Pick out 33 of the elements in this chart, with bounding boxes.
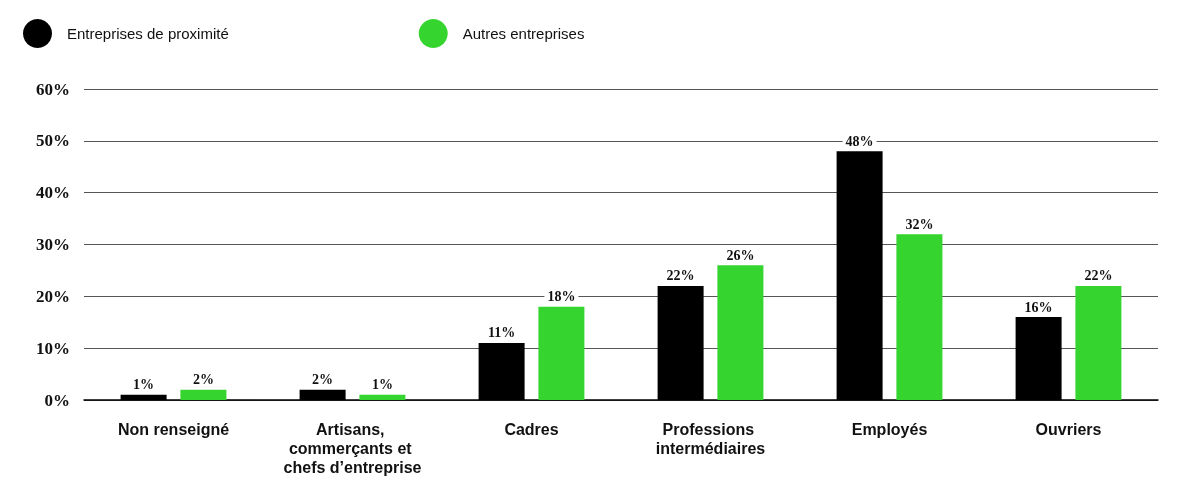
data-label: 1% <box>371 377 393 393</box>
bar <box>896 234 943 400</box>
data-label: 2% <box>192 372 214 388</box>
y-tick-label: 20% <box>36 286 70 306</box>
x-tick-label: Cadres <box>504 421 559 438</box>
data-label: 18% <box>547 289 576 305</box>
bar <box>717 265 764 400</box>
bar <box>180 389 227 400</box>
legend-label: Entreprises de proximité <box>67 25 229 42</box>
legend-label: Autres entreprises <box>462 25 585 42</box>
data-label: 11% <box>487 325 516 341</box>
y-tick-label: 30% <box>36 235 70 254</box>
data-label: 32% <box>905 216 934 232</box>
y-tick-label: 60% <box>36 79 70 99</box>
data-label: 26% <box>726 247 755 263</box>
x-tick-label: Artisans, commerçants et chefs d’entreprise <box>283 421 422 476</box>
data-label: 2% <box>312 372 334 388</box>
data-label: 48% <box>845 133 874 149</box>
x-tick-label: Professions intermédiaires <box>655 421 766 457</box>
data-label: 22% <box>666 268 695 284</box>
bar <box>1075 285 1122 400</box>
data-label: 22% <box>1084 268 1113 284</box>
x-tick-label: Ouvriers <box>1035 421 1102 438</box>
data-label: 1% <box>133 377 155 393</box>
y-tick-label: 10% <box>36 338 70 358</box>
bar <box>538 306 585 400</box>
x-tick-label: Employés <box>851 421 928 438</box>
data-label: 16% <box>1024 299 1053 315</box>
x-tick-label: Non renseigné <box>117 421 230 438</box>
y-tick-label: 50% <box>36 131 70 151</box>
bar <box>359 394 406 400</box>
y-tick-label: 0% <box>44 390 70 410</box>
y-tick-label: 40% <box>36 183 70 203</box>
